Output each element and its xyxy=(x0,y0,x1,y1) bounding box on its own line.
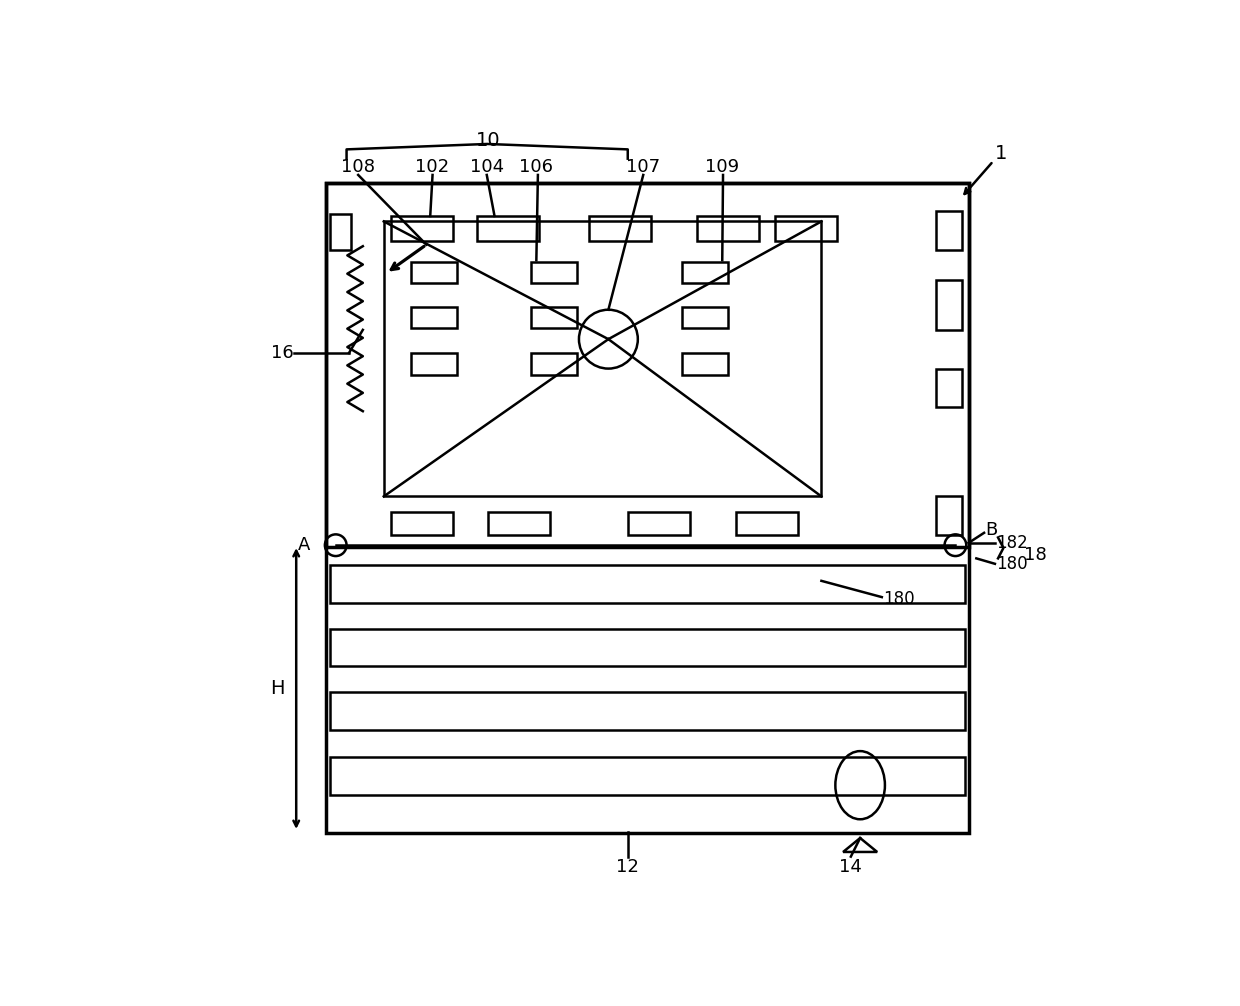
Text: 180: 180 xyxy=(997,554,1028,572)
Bar xyxy=(410,307,458,328)
Text: 1: 1 xyxy=(994,144,1007,163)
Text: 14: 14 xyxy=(839,858,862,876)
Bar xyxy=(682,262,728,284)
Bar xyxy=(936,496,961,535)
Bar xyxy=(737,512,799,535)
Text: 102: 102 xyxy=(415,158,450,176)
Bar xyxy=(392,512,454,535)
Text: 180: 180 xyxy=(883,590,915,608)
Bar xyxy=(330,629,965,666)
Bar xyxy=(476,216,538,240)
Text: 104: 104 xyxy=(470,158,503,176)
Text: 10: 10 xyxy=(476,131,501,150)
Bar xyxy=(531,353,578,375)
Text: 109: 109 xyxy=(706,158,739,176)
Bar xyxy=(682,353,728,375)
Text: 107: 107 xyxy=(626,158,661,176)
Bar xyxy=(383,221,821,496)
Bar xyxy=(936,211,961,250)
Text: 108: 108 xyxy=(341,158,376,176)
Bar xyxy=(326,183,968,547)
Text: B: B xyxy=(986,521,998,539)
Bar xyxy=(589,216,651,240)
Text: 16: 16 xyxy=(270,344,294,362)
Bar xyxy=(410,353,458,375)
Bar xyxy=(410,262,458,284)
Bar xyxy=(531,262,578,284)
Bar xyxy=(697,216,759,240)
Bar xyxy=(936,368,961,407)
Bar xyxy=(392,216,454,240)
Text: H: H xyxy=(270,679,285,698)
Text: 182: 182 xyxy=(997,534,1028,552)
Bar xyxy=(936,280,961,330)
Bar xyxy=(330,758,965,795)
Text: 12: 12 xyxy=(616,858,639,876)
Bar xyxy=(682,307,728,328)
Bar xyxy=(326,183,968,833)
Bar xyxy=(627,512,689,535)
Bar xyxy=(330,213,351,250)
Bar xyxy=(330,565,965,603)
Text: A: A xyxy=(298,536,310,554)
Bar xyxy=(775,216,837,240)
Text: 106: 106 xyxy=(520,158,553,176)
Bar xyxy=(330,692,965,729)
Bar xyxy=(531,307,578,328)
Bar xyxy=(489,512,551,535)
Text: 18: 18 xyxy=(1024,545,1047,563)
